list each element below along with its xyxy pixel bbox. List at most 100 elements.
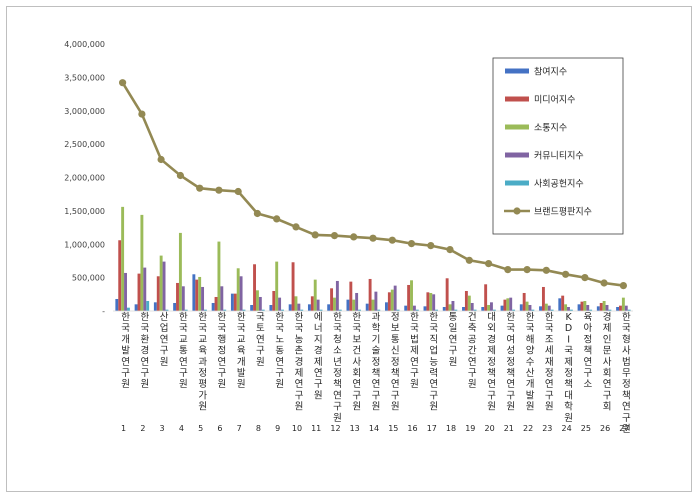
bar-사회공헌지수	[415, 309, 419, 311]
bar-소통지수	[121, 206, 125, 311]
x-axis: 한 국 개 발 연 구 원 1 한 국 환 경 연 구 원 2 산 업 연 구 원 3 한 국 교 통 연 구 원 4 한 국 교 육 과 정 평 가 원 5…	[121, 311, 631, 435]
legend-label: 브랜드평판지수	[534, 207, 592, 218]
bar-미디어지수	[503, 299, 507, 311]
bar-참여지수	[346, 299, 350, 311]
bar-참여지수	[211, 302, 215, 311]
line-point	[234, 187, 242, 196]
x-index-label: 14	[369, 424, 379, 433]
bar-사회공헌지수	[146, 300, 150, 311]
x-index-label: 12	[330, 424, 340, 433]
bar-참여지수	[442, 307, 446, 311]
bar-소통지수	[352, 299, 356, 311]
bar-사회공헌지수	[319, 309, 323, 311]
bar-소통지수	[371, 299, 375, 311]
bar-소통지수	[564, 304, 568, 311]
line-point	[369, 234, 377, 242]
line-point	[119, 79, 127, 87]
x-index-label: 21	[504, 424, 514, 433]
bar-소통지수	[448, 304, 452, 311]
bar-사회공헌지수	[204, 309, 207, 311]
bar-미디어지수	[599, 302, 603, 311]
bar-커뮤니티지수	[432, 294, 436, 311]
y-axis: - 500,000 1,000,000 1,500,000 2,000,000 2,500…	[64, 40, 105, 316]
bar-소통지수	[410, 280, 413, 311]
bar-미디어지수	[349, 281, 353, 311]
bar-사회공헌지수	[531, 309, 535, 311]
bar-소통지수	[506, 298, 510, 311]
bar-사회공헌지수	[512, 309, 516, 311]
x-index-label: 26	[600, 424, 610, 433]
bar-미디어지수	[426, 292, 430, 311]
bar-사회공헌지수	[492, 309, 496, 311]
bar-미디어지수	[118, 240, 122, 311]
bar-미디어지수	[253, 264, 256, 311]
legend-label: 참여지수	[534, 66, 567, 78]
bar-참여지수	[230, 293, 234, 311]
bar-커뮤니티지수	[470, 302, 474, 311]
line-point	[485, 260, 493, 268]
line-point	[176, 171, 184, 180]
x-index-label: 6	[217, 424, 222, 433]
bar-사회공헌지수	[569, 309, 573, 311]
legend-label: 커뮤니티지수	[534, 151, 584, 162]
bar-참여지수	[269, 304, 273, 311]
bar-미디어지수	[233, 293, 237, 311]
bar-소통지수	[255, 290, 259, 311]
line-point	[253, 209, 261, 218]
bar-커뮤니티지수	[239, 276, 243, 311]
bar-소통지수	[467, 295, 471, 311]
bar-미디어지수	[214, 296, 218, 311]
x-index-label: 5	[198, 424, 203, 433]
bar-커뮤니티지수	[624, 305, 628, 311]
bar-커뮤니티지수	[567, 307, 570, 311]
legend-label: 소통지수	[534, 123, 567, 134]
y-tick-label: 3,500,000	[64, 73, 105, 82]
bar-커뮤니티지수	[451, 300, 455, 311]
bar-미디어지수	[195, 279, 199, 311]
line-point	[292, 223, 300, 231]
x-index-label: 23	[542, 424, 552, 433]
bar-사회공헌지수	[435, 309, 439, 311]
bar-소통지수	[525, 301, 529, 311]
legend-box	[492, 57, 624, 235]
bar-사회공헌지수	[126, 307, 130, 311]
x-index-label: 4	[179, 424, 184, 433]
bar-사회공헌지수	[473, 309, 477, 311]
bar-참여지수	[173, 302, 177, 311]
line-point	[619, 282, 628, 290]
bar-사회공헌지수	[223, 309, 227, 311]
line-point	[407, 240, 416, 248]
bar-미디어지수	[291, 262, 295, 311]
bar-사회공헌지수	[184, 309, 188, 311]
bar-미디어지수	[541, 286, 545, 311]
bar-참여지수	[385, 302, 388, 311]
x-index-label: 24	[562, 424, 572, 433]
legend-swatch	[505, 68, 529, 74]
bar-소통지수	[429, 292, 433, 311]
y-tick-label: 3,000,000	[64, 107, 105, 116]
x-index-label: 19	[465, 424, 475, 433]
bar-사회공헌지수	[242, 309, 246, 311]
bar-미디어지수	[580, 301, 584, 311]
y-tick-label: 1,500,000	[64, 207, 105, 216]
x-index-label: 1	[121, 424, 126, 433]
bar-소통지수	[621, 297, 625, 311]
line-point	[330, 232, 339, 240]
bar-소통지수	[140, 214, 144, 311]
bar-커뮤니티지수	[124, 272, 127, 311]
y-tick-label: 2,500,000	[64, 140, 105, 149]
x-index-label: 9	[275, 424, 280, 433]
